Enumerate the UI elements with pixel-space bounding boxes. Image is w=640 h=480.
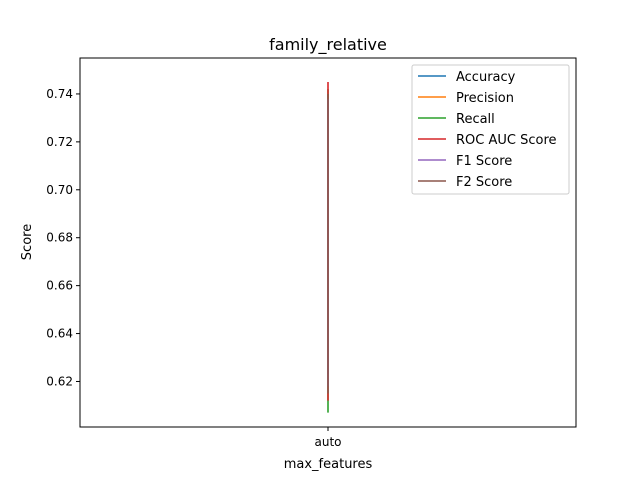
- legend-label-roc-auc-score: ROC AUC Score: [456, 133, 557, 148]
- legend: Accuracy Precision Recall ROC AUC Score F1 S…: [411, 64, 570, 195]
- x-tick-label: auto: [314, 435, 341, 449]
- legend-label-accuracy: Accuracy: [456, 70, 516, 85]
- y-tick-label: 0.66: [46, 279, 73, 293]
- legend-label-recall: Recall: [456, 112, 495, 127]
- legend-label-f2-score: F2 Score: [456, 175, 512, 190]
- legend-label-f1-score: F1 Score: [456, 154, 512, 169]
- y-tick-label: 0.74: [46, 87, 73, 101]
- x-axis-label: max_features: [284, 457, 373, 472]
- y-tick-label: 0.64: [46, 327, 73, 341]
- legend-label-precision: Precision: [456, 91, 514, 106]
- y-axis: 0.62 0.64 0.66 0.68 0.70 0.72 0.74: [46, 87, 80, 388]
- y-tick-label: 0.62: [46, 374, 73, 388]
- x-axis: auto: [314, 427, 342, 449]
- legend-box: [411, 64, 570, 195]
- y-tick-label: 0.72: [46, 135, 73, 149]
- y-tick-label: 0.70: [46, 183, 73, 197]
- chart-title: family_relative: [269, 35, 387, 55]
- y-tick-label: 0.68: [46, 231, 73, 245]
- y-axis-label: Score: [20, 224, 35, 260]
